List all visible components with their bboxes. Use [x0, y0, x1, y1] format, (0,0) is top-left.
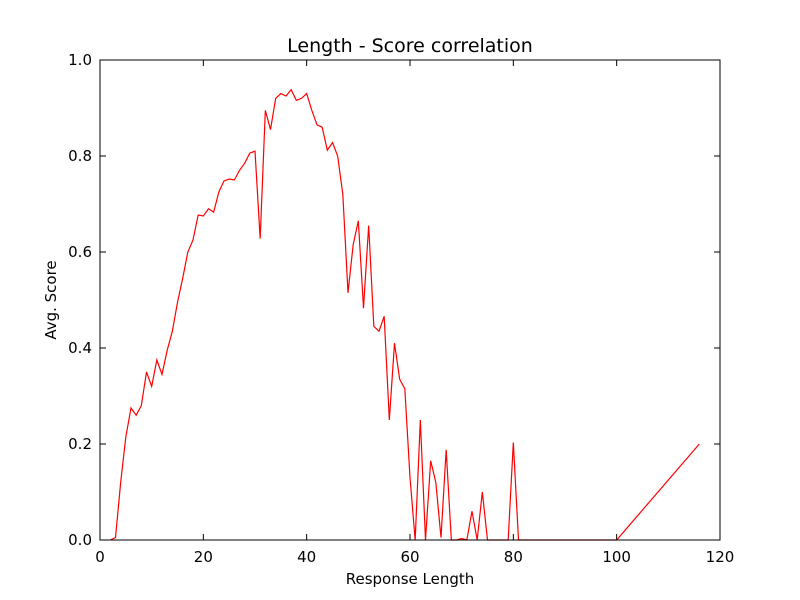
y-axis-label: Avg. Score: [42, 260, 60, 339]
ticks: 0 20 40 60 80 100 120 0.0 0.2 0.4 0.6 0.8 1.0: [68, 51, 734, 566]
y-tick-label: 0.0: [68, 531, 92, 549]
plot-frame: [99, 59, 721, 541]
plot-background: [100, 60, 720, 540]
y-tick-label: 0.4: [68, 339, 92, 357]
x-tick-label: 20: [194, 548, 213, 566]
x-tick-label: 60: [400, 548, 419, 566]
y-tick-label: 0.2: [68, 435, 92, 453]
x-tick-label: 80: [504, 548, 523, 566]
y-tick-label: 1.0: [68, 51, 92, 69]
series-line: [110, 88, 700, 541]
x-tick-label: 100: [602, 548, 631, 566]
x-tick-label: 40: [297, 548, 316, 566]
chart-title: Length - Score correlation: [287, 35, 533, 57]
x-axis-label: Response Length: [346, 570, 475, 588]
y-tick-label: 0.8: [68, 147, 92, 165]
x-tick-label: 120: [706, 548, 735, 566]
y-tick-label: 0.6: [68, 243, 92, 261]
x-tick-label: 0: [95, 548, 105, 566]
